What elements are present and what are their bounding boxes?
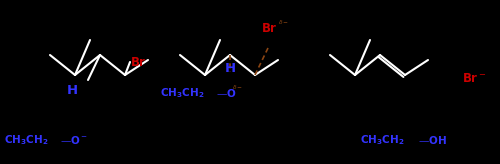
Text: $\mathbf{CH_3CH_2}$: $\mathbf{CH_3CH_2}$ <box>160 86 204 100</box>
Text: $^{\delta-}$: $^{\delta-}$ <box>232 84 243 93</box>
Text: Br: Br <box>262 21 277 34</box>
Text: Br$^-$: Br$^-$ <box>462 72 486 84</box>
Text: $\mathbf{—OH}$: $\mathbf{—OH}$ <box>418 134 447 146</box>
Text: $\mathbf{—O}$: $\mathbf{—O}$ <box>216 87 236 99</box>
Text: $\mathbf{—O}^-$: $\mathbf{—O}^-$ <box>60 134 88 146</box>
Text: $\mathbf{CH_3CH_2}$: $\mathbf{CH_3CH_2}$ <box>4 133 48 147</box>
Text: H: H <box>224 62 235 74</box>
Text: H: H <box>66 83 78 96</box>
Text: $\mathbf{CH_3CH_2}$: $\mathbf{CH_3CH_2}$ <box>360 133 405 147</box>
Text: $^{\delta-}$: $^{\delta-}$ <box>278 20 289 29</box>
Text: Br: Br <box>131 57 146 70</box>
